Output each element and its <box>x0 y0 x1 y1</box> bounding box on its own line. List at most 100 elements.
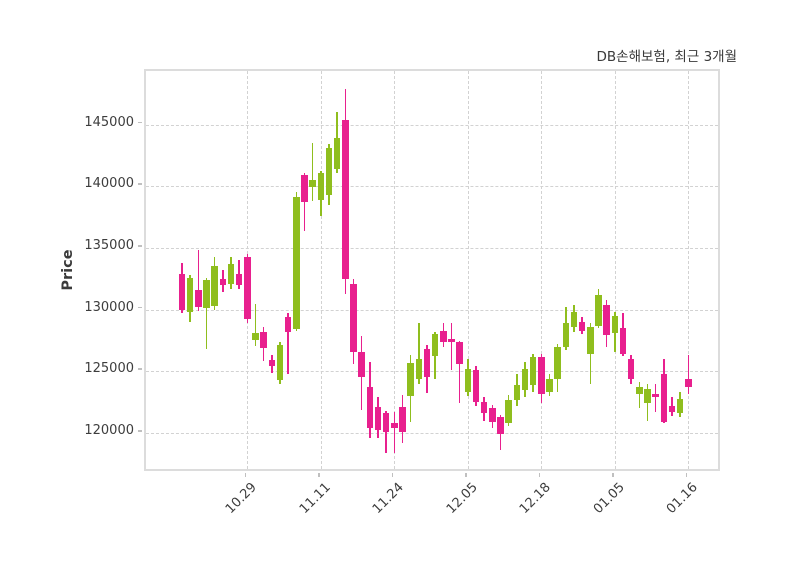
x-tick-label: 11.24 <box>370 480 407 517</box>
candle-body-up <box>293 197 300 330</box>
y-tick-label: 120000 <box>84 423 134 439</box>
candle-body-up <box>676 398 684 414</box>
candle-body-up <box>546 378 553 393</box>
candle-body-up <box>333 138 341 169</box>
candle-body-down <box>668 405 676 413</box>
candle-body-up <box>513 384 521 400</box>
candle-body-up <box>309 180 316 188</box>
y-axis-label: Price <box>60 249 76 291</box>
candle-body-up <box>595 294 602 326</box>
y-tick-label: 135000 <box>84 237 134 253</box>
x-gridline <box>541 71 543 469</box>
candle-body-down <box>538 356 545 394</box>
candle-body-down <box>366 387 374 429</box>
candle-wick-down <box>458 340 461 404</box>
x-tick-mark <box>391 473 394 477</box>
x-tick-label: 11.11 <box>296 480 334 517</box>
y-gridline <box>146 186 718 188</box>
candle-body-up <box>562 323 570 347</box>
candle-body-down <box>685 378 692 388</box>
y-gridline <box>146 433 718 434</box>
candle-body-up <box>529 356 537 385</box>
candle-wick-down <box>687 355 690 394</box>
candle-wick-down <box>450 323 453 371</box>
candle-body-down <box>440 330 447 342</box>
x-tick-mark <box>538 473 541 477</box>
y-tick-mark <box>138 244 142 247</box>
candle-body-up <box>186 277 194 313</box>
x-gridline <box>394 71 396 469</box>
candle-body-down <box>472 370 480 403</box>
candle-body-up <box>407 362 414 396</box>
candle-body-down <box>627 359 635 379</box>
y-tick-mark <box>138 368 142 370</box>
candle-body-down <box>358 351 365 378</box>
candle-body-down <box>350 283 357 352</box>
candle-wick-up <box>205 277 208 350</box>
candle-wick-up <box>638 382 641 409</box>
x-tick-label: 01.05 <box>590 480 628 517</box>
candle-body-up <box>644 388 651 404</box>
candle-body-down <box>497 417 504 435</box>
candle-body-down <box>260 331 267 348</box>
y-gridline <box>146 371 718 373</box>
candle-wick-down <box>393 412 396 453</box>
x-tick-mark <box>244 473 247 477</box>
candle-body-up <box>252 333 259 341</box>
candle-body-up <box>505 399 512 424</box>
y-tick-label: 140000 <box>84 176 134 192</box>
candle-body-down <box>399 407 406 432</box>
candle-body-up <box>203 280 210 309</box>
y-gridline <box>146 124 718 126</box>
candle-wick-down <box>287 313 289 374</box>
y-tick-mark <box>138 306 142 309</box>
candle-wick-down <box>385 410 387 453</box>
y-tick-label: 145000 <box>84 114 134 130</box>
y-gridline <box>146 247 718 249</box>
candle-body-down <box>448 339 455 342</box>
candle-body-down <box>652 393 659 398</box>
x-gridline <box>688 71 690 469</box>
candle-wick-up <box>311 143 314 202</box>
candle-body-down <box>423 349 431 378</box>
candle-body-up <box>636 387 643 394</box>
candle-body-down <box>456 341 463 364</box>
candle-body-up <box>317 172 325 200</box>
candle-body-down <box>603 304 610 336</box>
y-tick-mark <box>138 430 142 432</box>
y-tick-label: 125000 <box>84 361 134 377</box>
candle-body-down <box>480 402 488 414</box>
candle-body-down <box>244 256 251 320</box>
candle-body-down <box>374 407 382 431</box>
candle-body-down <box>619 328 627 354</box>
x-tick-mark <box>612 473 614 477</box>
x-tick-mark <box>318 473 320 477</box>
x-tick-mark <box>465 473 467 477</box>
x-tick-mark <box>685 473 688 477</box>
y-gridline <box>146 309 718 311</box>
candle-body-down <box>219 278 227 285</box>
candle-body-down <box>301 175 308 203</box>
candle-body-up <box>554 346 561 379</box>
candle-body-up <box>587 326 594 354</box>
y-tick-mark <box>138 183 142 185</box>
candle-body-down <box>489 408 496 422</box>
candle-body-down <box>391 423 398 429</box>
candle-body-up <box>325 148 333 195</box>
candle-body-down <box>178 273 186 310</box>
candle-body-up <box>431 334 439 357</box>
candle-body-up <box>464 368 472 393</box>
candle-body-up <box>276 345 284 380</box>
x-gridline <box>320 71 322 469</box>
candle-wick-up <box>418 323 420 384</box>
candle-body-down <box>235 273 243 285</box>
candle-body-up <box>211 266 218 306</box>
x-tick-label: 10.29 <box>222 480 260 517</box>
candle-body-down <box>382 413 390 432</box>
candle-wick-up <box>254 303 257 346</box>
y-tick-label: 130000 <box>84 299 134 315</box>
candle-body-down <box>195 289 202 308</box>
candle-body-up <box>227 264 235 284</box>
x-gridline <box>614 71 616 469</box>
